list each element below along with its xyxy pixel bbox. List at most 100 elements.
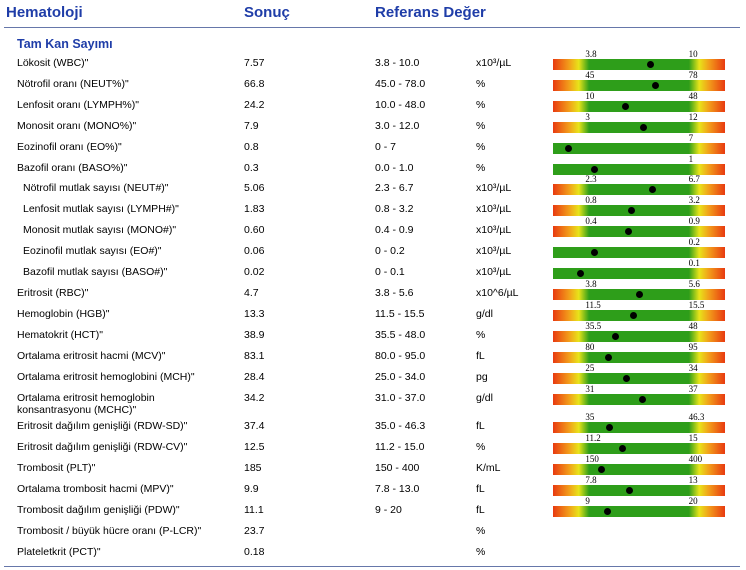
result-value: 23.7 — [244, 525, 265, 537]
unit: % — [476, 441, 486, 453]
value-marker — [630, 312, 638, 319]
result-value: 38.9 — [244, 329, 265, 341]
gauge-bar — [553, 101, 725, 112]
reference-range: 150 - 400 — [375, 462, 420, 474]
unit: x10³/µL — [476, 57, 512, 69]
gauge-bar — [553, 485, 725, 496]
gauge-low-label: 3.8 — [585, 49, 597, 59]
test-name: Eritrosit dağılım genişliği (RDW-SD)" — [17, 420, 188, 432]
range-gauge: 80 95 — [553, 343, 725, 363]
unit: fL — [476, 483, 485, 495]
gauge-low-label: 150 — [585, 454, 599, 464]
unit: x10³/µL — [476, 266, 512, 278]
test-name: Trombosit (PLT)" — [17, 462, 96, 474]
gauge-bar — [553, 205, 725, 216]
unit: fL — [476, 350, 485, 362]
test-name: Bazofil mutlak sayısı (BASO#)" — [23, 266, 168, 278]
result-value: 7.9 — [244, 120, 259, 132]
unit: g/dl — [476, 308, 493, 320]
test-name: Eozinofil mutlak sayısı (EO#)" — [23, 245, 162, 257]
gauge-high-label: 0.1 — [688, 258, 700, 268]
header-test-name: Hematoloji — [6, 4, 83, 21]
range-gauge: 11.2 15 — [553, 434, 725, 454]
unit: % — [476, 120, 486, 132]
gauge-high-label: 78 — [688, 70, 698, 80]
unit: x10³/µL — [476, 224, 512, 236]
result-value: 83.1 — [244, 350, 265, 362]
test-name: Trombosit dağılım genişliği (PDW)" — [17, 504, 180, 516]
range-gauge: 31 37 — [553, 385, 725, 405]
reference-range: 0.8 - 3.2 — [375, 203, 414, 215]
gauge-low-label: 31 — [585, 384, 595, 394]
value-marker — [652, 82, 660, 89]
range-gauge: 10 48 — [553, 92, 725, 112]
gauge-low-label: 2.3 — [585, 174, 597, 184]
gauge-high-label: 0.9 — [688, 216, 700, 226]
gauge-high-label: 10 — [688, 49, 698, 59]
gauge-high-label: 15 — [688, 433, 698, 443]
test-name: Nötrofil oranı (NEUT%)" — [17, 78, 129, 90]
value-marker — [619, 445, 627, 452]
test-name: Eritrosit dağılım genişliği (RDW-CV)" — [17, 441, 188, 453]
test-name: Plateletkrit (PCT)" — [17, 546, 101, 558]
result-value: 34.2 — [244, 392, 265, 404]
range-gauge: 9 20 — [553, 497, 725, 517]
result-value: 28.4 — [244, 371, 265, 383]
gauge-high-label: 34 — [688, 363, 698, 373]
gauge-high-label: 400 — [688, 454, 703, 464]
value-marker — [603, 508, 611, 515]
value-marker — [622, 375, 630, 382]
gauge-low-label: 3 — [585, 112, 590, 122]
gauge-bar — [553, 122, 725, 133]
gauge-bar — [553, 268, 725, 279]
gauge-high-label: 95 — [688, 342, 698, 352]
range-gauge: 35.5 48 — [553, 322, 725, 342]
gauge-bar — [553, 373, 725, 384]
unit: % — [476, 141, 486, 153]
gauge-low-label: 35.5 — [585, 321, 602, 331]
result-value: 11.1 — [244, 504, 264, 516]
header-reference: Referans Değer — [375, 4, 486, 21]
unit: % — [476, 162, 486, 174]
gauge-low-label: 11.2 — [585, 433, 601, 443]
reference-range: 0 - 7 — [375, 141, 397, 153]
value-marker — [646, 61, 654, 68]
gauge-bar — [553, 80, 725, 91]
value-marker — [638, 396, 646, 403]
reference-range: 0.0 - 1.0 — [375, 162, 414, 174]
range-gauge: 7 — [553, 134, 725, 154]
reference-range: 3.8 - 10.0 — [375, 57, 420, 69]
reference-range: 0 - 0.1 — [375, 266, 405, 278]
result-value: 66.8 — [244, 78, 265, 90]
reference-range: 25.0 - 34.0 — [375, 371, 426, 383]
test-name: Monosit oranı (MONO%)" — [17, 120, 137, 132]
gauge-low-label: 35 — [585, 412, 595, 422]
gauge-bar — [553, 247, 725, 258]
result-value: 5.06 — [244, 182, 265, 194]
gauge-high-label: 48 — [688, 91, 698, 101]
range-gauge: 150 400 — [553, 455, 725, 475]
test-name: Hemoglobin (HGB)" — [17, 308, 110, 320]
gauge-bar — [553, 443, 725, 454]
result-value: 0.3 — [244, 162, 259, 174]
reference-range: 0.4 - 0.9 — [375, 224, 414, 236]
reference-range: 10.0 - 48.0 — [375, 99, 426, 111]
gauge-low-label: 0.8 — [585, 195, 597, 205]
gauge-bar — [553, 506, 725, 517]
value-marker — [622, 103, 630, 110]
unit: % — [476, 525, 486, 537]
unit: fL — [476, 504, 485, 516]
unit: % — [476, 78, 486, 90]
test-name: Eozinofil oranı (EO%)" — [17, 141, 122, 153]
header-result: Sonuç — [244, 4, 290, 21]
value-marker — [625, 228, 633, 235]
result-value: 37.4 — [244, 420, 265, 432]
gauge-bar — [553, 464, 725, 475]
reference-range: 2.3 - 6.7 — [375, 182, 414, 194]
result-value: 0.06 — [244, 245, 265, 257]
gauge-bar — [553, 164, 725, 175]
range-gauge: 3.8 5.6 — [553, 280, 725, 300]
test-name: Lenfosit mutlak sayısı (LYMPH#)" — [23, 203, 179, 215]
result-value: 185 — [244, 462, 262, 474]
range-gauge: 2.3 6.7 — [553, 175, 725, 195]
